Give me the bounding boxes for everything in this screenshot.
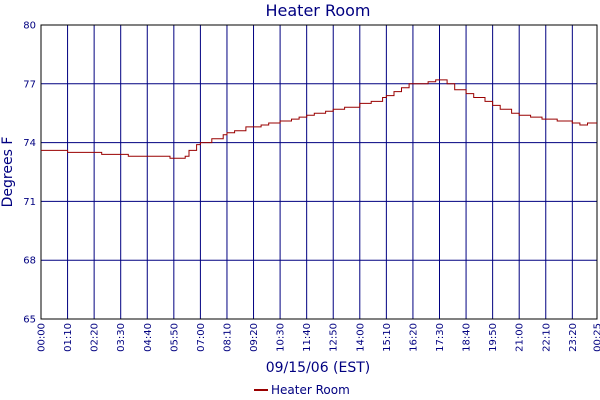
x-tick-label: 04:40 [143, 323, 154, 352]
x-axis-ticks: 00:00 01:10 02:20 03:30 04:40 05:50 07:00 08:10… [37, 323, 600, 352]
x-tick-label: 00:25 [593, 323, 600, 352]
y-tick-label: 71 [23, 197, 36, 208]
x-tick-label: 16:20 [408, 323, 419, 352]
y-axis-ticks: 65 68 71 74 77 80 [23, 21, 36, 326]
y-tick-label: 65 [23, 315, 36, 326]
x-tick-label: 03:30 [116, 323, 127, 352]
plot-area-frame [40, 24, 598, 320]
x-tick-label: 10:30 [276, 323, 287, 352]
x-tick-label: 22:10 [541, 323, 552, 352]
y-tick-label: 80 [23, 21, 36, 32]
chart-title: Heater Room [265, 1, 370, 20]
x-tick-label: 11:40 [302, 323, 313, 352]
x-tick-label: 23:20 [568, 323, 579, 352]
series-lines [41, 79, 597, 159]
x-tick-label: 02:20 [90, 323, 101, 352]
x-tick-label: 05:50 [169, 323, 180, 352]
x-tick-label: 07:00 [196, 323, 207, 352]
x-tick-label: 14:00 [355, 323, 366, 352]
x-tick-label: 19:50 [488, 323, 499, 352]
x-tick-label: 09:20 [249, 323, 260, 352]
x-tick-label: 18:40 [462, 323, 473, 352]
x-tick-label: 01:10 [63, 323, 74, 352]
legend-label: Heater Room [271, 383, 350, 397]
x-tick-label: 12:50 [329, 323, 340, 352]
x-tick-label: 17:30 [435, 323, 446, 352]
x-tick-label: 21:00 [515, 323, 526, 352]
y-axis-label: Degrees F [0, 137, 16, 208]
x-tick-label: 00:00 [37, 323, 48, 352]
x-axis-label: 09/15/06 (EST) [266, 360, 371, 376]
y-tick-label: 77 [23, 79, 36, 90]
x-tick-label: 15:10 [382, 323, 393, 352]
y-tick-label: 68 [23, 256, 36, 267]
legend: Heater Room [254, 383, 350, 397]
grid-lines [40, 24, 598, 320]
series-line-0 [41, 79, 597, 159]
x-tick-label: 08:10 [222, 323, 233, 352]
y-tick-label: 74 [23, 138, 36, 149]
